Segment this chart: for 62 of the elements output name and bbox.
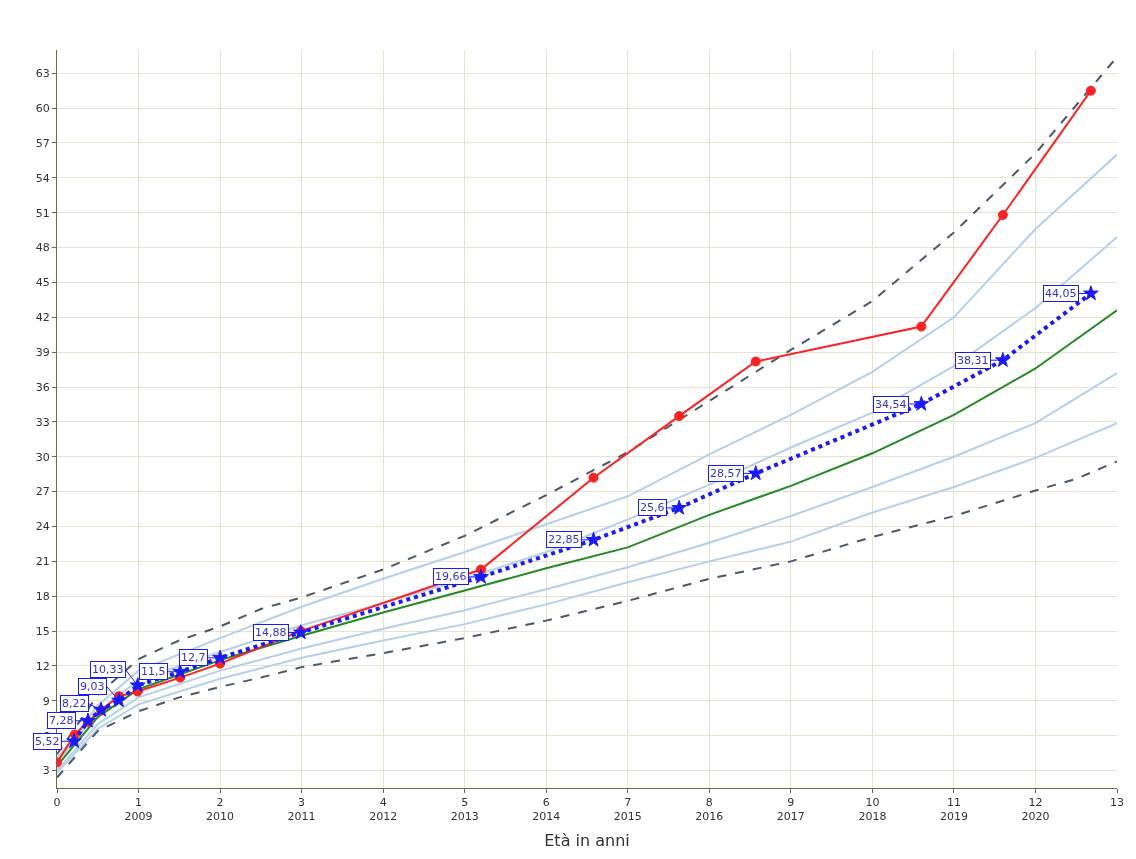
data-label: 44,05 — [1045, 287, 1077, 300]
y-tick-label: 33 — [35, 415, 50, 429]
y-tick-label: 39 — [35, 346, 50, 360]
x-tick-label: 1 — [135, 796, 143, 810]
y-tick-label: 51 — [35, 206, 50, 220]
y-tick-label: 63 — [35, 67, 50, 81]
y-tick-label: 9 — [42, 694, 50, 708]
x2-tick-label: 2014 — [532, 810, 561, 823]
x2-tick-label: 2013 — [450, 810, 479, 823]
x2-tick-label: 2010 — [206, 810, 235, 823]
y-tick-label: 45 — [35, 276, 50, 290]
x-tick-label: 13 — [1110, 796, 1124, 810]
y-tick-label: 42 — [35, 311, 50, 325]
y-tick-label: 15 — [35, 624, 50, 638]
x-tick-label: 7 — [624, 796, 632, 810]
x2-tick-label: 2016 — [695, 810, 724, 823]
data-label: 19,66 — [435, 570, 467, 583]
x-tick-label: 12 — [1028, 796, 1043, 810]
y-tick-label: 27 — [35, 485, 50, 499]
y-tick-label: 36 — [35, 380, 50, 394]
data-label: 10,33 — [92, 663, 124, 676]
data-label: 14,88 — [255, 626, 287, 639]
y-tick-label: 12 — [35, 659, 50, 673]
x-tick-label: 5 — [461, 796, 469, 810]
data-label: 12,7 — [181, 651, 206, 664]
y-tick-label: 60 — [35, 101, 50, 115]
data-label: 34,54 — [875, 398, 907, 411]
y-tick-label: 57 — [35, 136, 50, 150]
x2-tick-label: 2009 — [124, 810, 153, 823]
x-tick-label: 10 — [865, 796, 880, 810]
x2-tick-label: 2011 — [287, 810, 316, 823]
x2-tick-label: 2012 — [369, 810, 398, 823]
data-label: 38,31 — [957, 354, 989, 367]
y-tick-label: 48 — [35, 241, 50, 255]
data-label: 25,6 — [640, 501, 665, 514]
x2-tick-label: 2015 — [613, 810, 642, 823]
x-tick-label: 2 — [216, 796, 224, 810]
x2-tick-label: 2020 — [1021, 810, 1050, 823]
data-label: 9,03 — [80, 680, 105, 693]
x-tick-label: 4 — [379, 796, 387, 810]
y-tick-label: 3 — [42, 764, 50, 778]
y-tick-label: 18 — [35, 590, 50, 604]
y-tick-label: 54 — [35, 171, 50, 185]
x-tick-label: 3 — [298, 796, 306, 810]
data-label: 11,5 — [141, 665, 166, 678]
data-label: 7,28 — [49, 714, 74, 727]
x2-tick-label: 2017 — [776, 810, 805, 823]
data-label: 28,57 — [710, 467, 742, 480]
y-tick-label: 30 — [35, 450, 50, 464]
x-tick-label: 9 — [787, 796, 795, 810]
x2-tick-label: 2019 — [939, 810, 968, 823]
x2-tick-label: 2018 — [858, 810, 887, 823]
data-label: 22,85 — [548, 533, 580, 546]
y-tick-label: 21 — [35, 555, 50, 569]
x-tick-label: 11 — [946, 796, 961, 810]
y-tick-label: 24 — [35, 520, 50, 534]
x-tick-label: 8 — [705, 796, 713, 810]
x-axis-title: Età in anni — [544, 830, 630, 850]
data-label: 8,22 — [62, 697, 87, 710]
x-tick-label: 6 — [542, 796, 550, 810]
x-tick-label: 0 — [53, 796, 61, 810]
data-label: 5,52 — [35, 735, 60, 748]
